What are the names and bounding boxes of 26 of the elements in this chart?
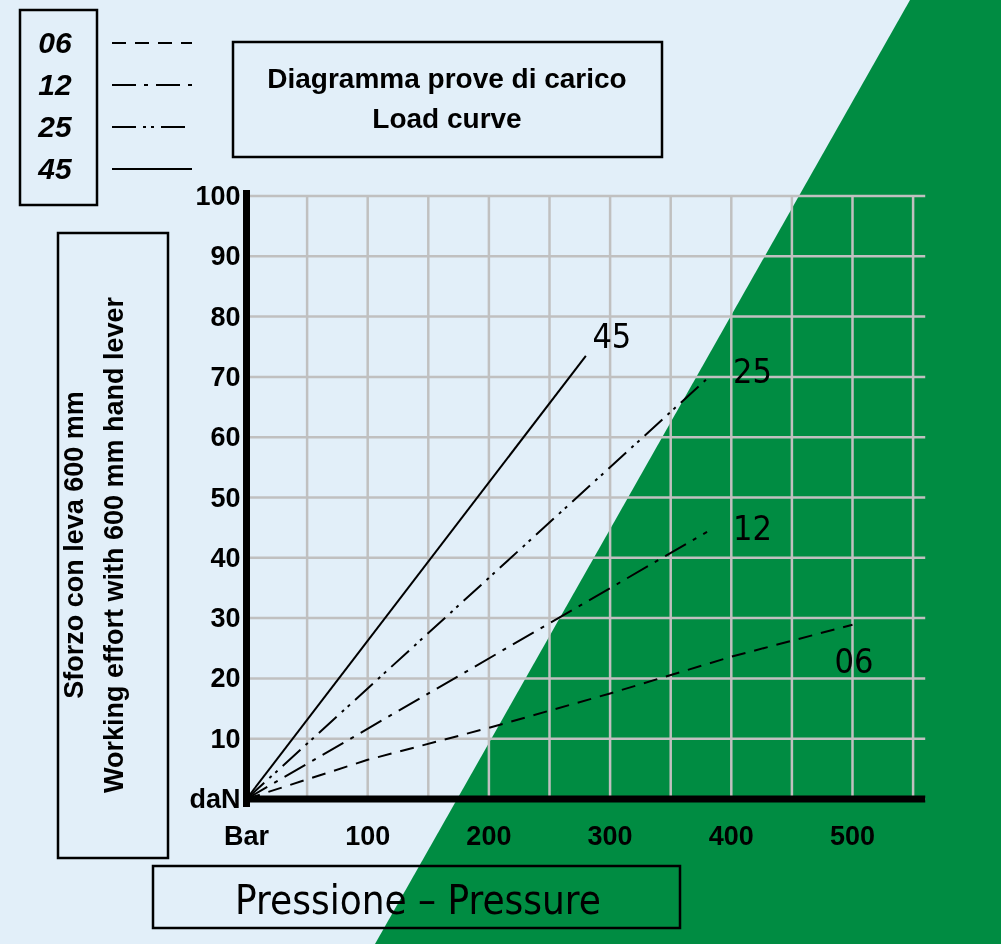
y-tick-label: 10: [210, 723, 241, 754]
y-tick-label: 70: [210, 361, 241, 392]
y-tick-label: 30: [210, 603, 241, 634]
x-tick-label: 100: [345, 821, 391, 851]
y-tick-label: 60: [210, 422, 241, 453]
y-tick-label: 50: [210, 482, 241, 513]
y-tick-label: 20: [210, 663, 241, 694]
y-tick-label: 80: [210, 301, 241, 332]
x-tick-label: 300: [587, 821, 633, 851]
legend-label: 12: [38, 68, 72, 101]
y-tick-label: daN: [189, 784, 241, 814]
y-tick-label: 40: [210, 542, 241, 573]
chart-title: Diagramma prove di carico: [267, 63, 627, 94]
y-tick-label: 90: [210, 241, 241, 272]
x-tick-label: 500: [829, 821, 876, 851]
x-tick-label: 400: [708, 821, 754, 851]
x-tick-label: Bar: [223, 821, 270, 851]
legend-label: 06: [38, 26, 72, 59]
y-axis-title: Sforzo con leva 600 mm Working effort with 600 mm hand lever: [59, 296, 129, 794]
y-tick-label: 100: [195, 181, 241, 211]
legend-label: 25: [37, 110, 73, 143]
text: 45: [592, 315, 632, 356]
text: 12: [733, 507, 772, 548]
x-tick-label: 200: [466, 821, 512, 851]
legend-label: 45: [37, 152, 73, 185]
chart-subtitle: Load curve: [372, 103, 522, 134]
